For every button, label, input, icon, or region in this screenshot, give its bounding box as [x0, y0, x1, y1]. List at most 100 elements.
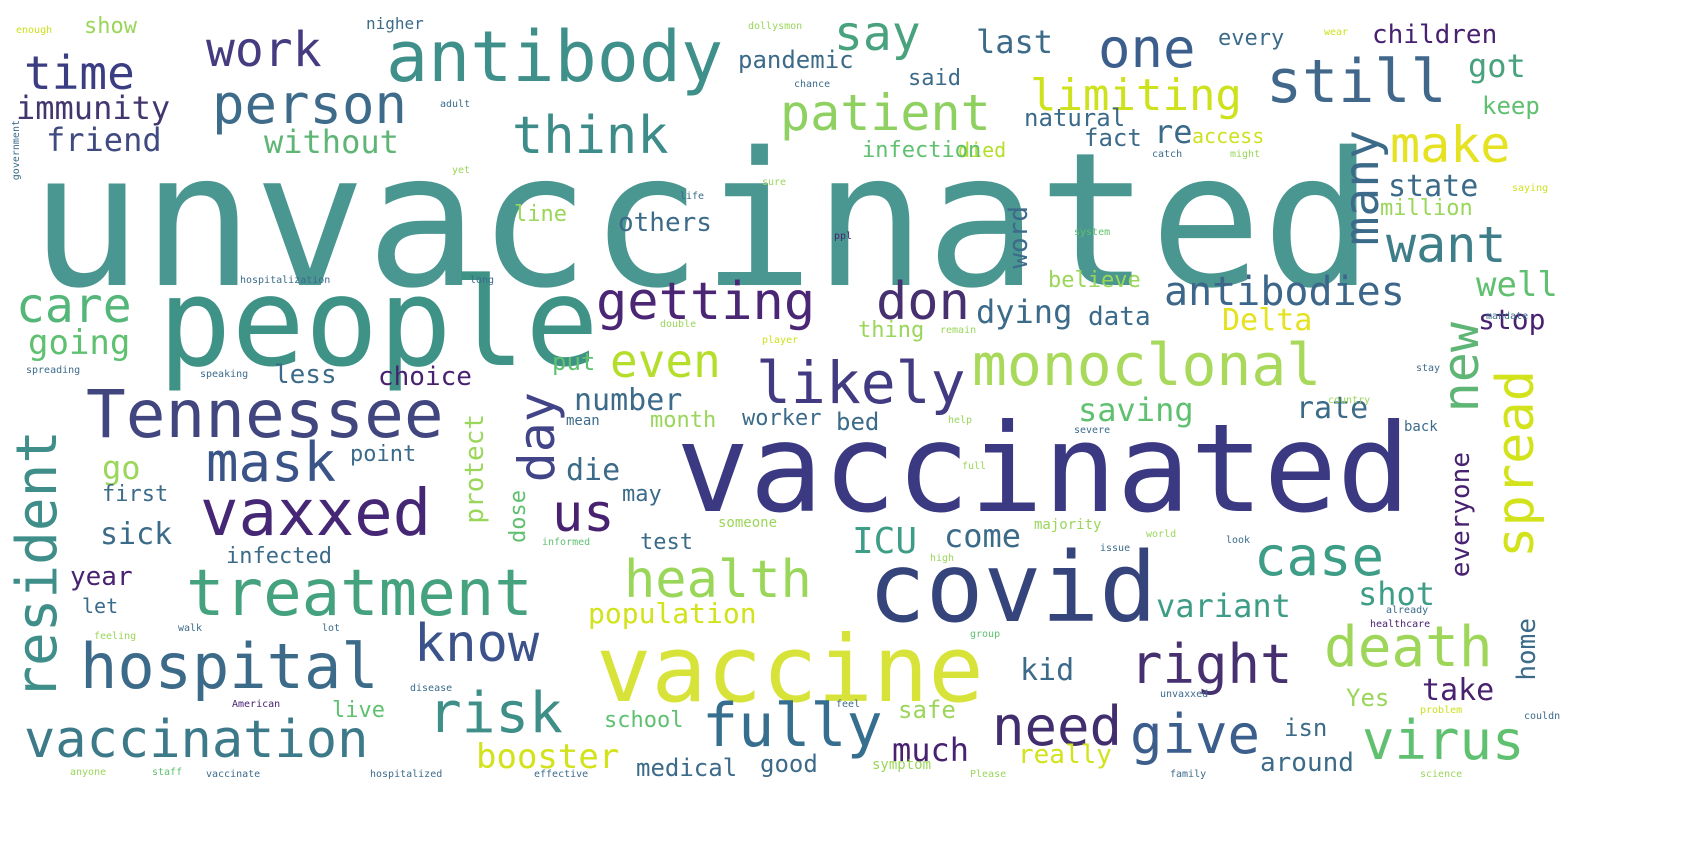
word-less: less	[274, 360, 337, 390]
word-year: year	[70, 562, 133, 592]
word-said: said	[908, 66, 961, 91]
word-spread: spread	[1486, 370, 1546, 558]
word-delta: Delta	[1222, 303, 1313, 338]
word-thing: thing	[858, 318, 925, 343]
word-disease: disease	[410, 683, 453, 694]
word-world: world	[1146, 529, 1177, 540]
word-hospital: hospital	[80, 630, 379, 703]
word-good: good	[760, 750, 818, 778]
word-person: person	[212, 73, 408, 136]
word-died: died	[958, 138, 1007, 162]
word-speaking: speaking	[200, 369, 249, 380]
word-kid: kid	[1020, 653, 1075, 688]
word-enough: enough	[16, 25, 53, 36]
word-may: may	[622, 482, 662, 507]
word-line: line	[514, 202, 567, 227]
word-covid: covid	[868, 532, 1157, 644]
word-go: go	[102, 449, 141, 487]
word-help: help	[948, 415, 973, 426]
word-symptom: symptom	[872, 757, 932, 773]
word-walk: walk	[178, 623, 203, 634]
word-player: player	[762, 335, 799, 346]
word-problem: problem	[1420, 705, 1463, 716]
word-school: school	[604, 708, 684, 733]
word-hospitalization: hospitalization	[240, 275, 331, 286]
word-resident: resident	[5, 430, 70, 700]
word-please: Please	[970, 769, 1007, 780]
word-health: health	[624, 550, 812, 610]
word-patient: patient	[780, 84, 991, 142]
word-make: make	[1390, 116, 1511, 174]
word-first: first	[102, 482, 169, 507]
word-issue: issue	[1100, 543, 1131, 554]
word-right: right	[1130, 633, 1293, 696]
word-us: us	[552, 484, 615, 544]
word-vaccine: vaccine	[596, 616, 984, 723]
word-people: people	[158, 252, 599, 394]
word-work: work	[206, 22, 322, 78]
word-one: one	[1098, 17, 1196, 80]
word-day: day	[508, 392, 566, 483]
word-group: group	[970, 629, 1001, 640]
word-rate: rate	[1296, 391, 1369, 426]
word-test: test	[640, 530, 693, 555]
word-word: word	[1004, 206, 1034, 269]
word-risk: risk	[428, 681, 563, 746]
word-severe: severe	[1074, 425, 1111, 436]
word-mask: mask	[206, 431, 337, 494]
word-much: much	[892, 731, 970, 769]
word-look: look	[1226, 535, 1251, 546]
word-number: number	[574, 383, 683, 418]
word-medical: medical	[636, 754, 738, 782]
word-data: data	[1088, 302, 1151, 332]
word-unvaccinated: unvaccinated	[30, 112, 1374, 329]
word-unvaxxed: unvaxxed	[1160, 689, 1209, 700]
word-live: live	[332, 698, 385, 723]
word-fact: fact	[1084, 124, 1142, 152]
word-others: others	[618, 208, 712, 238]
word-population: population	[588, 597, 757, 630]
word-time: time	[24, 46, 135, 100]
word-vaccinated: vaccinated	[676, 398, 1411, 540]
word-die: die	[566, 453, 621, 488]
word-death: death	[1324, 615, 1493, 680]
word-point: point	[350, 442, 417, 467]
word-feeling: feeling	[94, 631, 137, 642]
word-protect: protect	[460, 414, 490, 524]
word-nigher: nigher	[366, 14, 424, 33]
word-every: every	[1218, 26, 1285, 51]
word-spreading: spreading	[26, 365, 81, 376]
word-limiting: limiting	[1030, 70, 1242, 121]
word-say: say	[834, 6, 921, 62]
word-give: give	[1130, 703, 1261, 766]
word-informed: informed	[542, 537, 591, 548]
word-family: family	[1170, 769, 1207, 780]
word-mean: mean	[566, 413, 600, 429]
word-country: country	[1328, 395, 1371, 406]
word-remain: remain	[940, 325, 977, 336]
word-someone: someone	[718, 515, 778, 531]
word-effective: effective	[534, 769, 589, 780]
word-re: re	[1154, 113, 1193, 151]
word-likely: likely	[756, 349, 966, 417]
word-got: got	[1468, 47, 1526, 85]
word-dose: dose	[506, 490, 531, 543]
word-stay: stay	[1416, 363, 1441, 374]
word-mandate: mandate	[1486, 311, 1529, 322]
word-system: system	[1074, 227, 1111, 238]
word-life: life	[680, 191, 705, 202]
word-bed: bed	[836, 408, 880, 436]
word-long: long	[470, 275, 495, 286]
word-anyone: anyone	[70, 767, 107, 778]
word-home: home	[1512, 618, 1542, 681]
word-yes: Yes	[1346, 684, 1390, 712]
word-put: put	[552, 348, 596, 376]
word-variant: variant	[1156, 587, 1291, 625]
word-fully: fully	[702, 691, 883, 761]
word-friend: friend	[46, 121, 162, 159]
word-vaccination: vaccination	[24, 710, 369, 770]
word-without: without	[264, 123, 399, 161]
word-show: show	[84, 14, 137, 39]
word-adult: adult	[440, 99, 471, 110]
